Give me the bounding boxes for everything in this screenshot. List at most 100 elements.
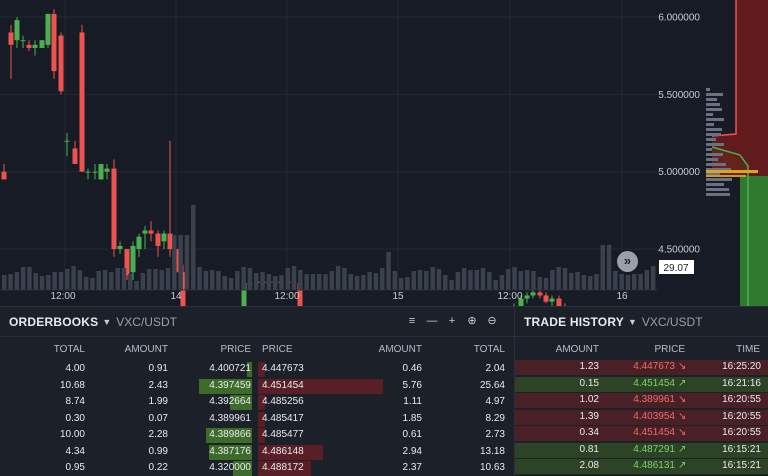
depth-asks-area: [712, 0, 768, 176]
layout-icon[interactable]: ≡: [408, 315, 416, 327]
volume-bar: [625, 275, 631, 290]
candle-body: [14, 20, 20, 41]
volume-bar: [272, 276, 278, 290]
trade-amount: 2.08: [579, 460, 599, 471]
volume-bar: [172, 235, 177, 290]
candle-body: [39, 40, 45, 48]
orderbook-row[interactable]: 8.74 1.99 4.392664 4.485256 1.11 4.97: [0, 395, 514, 410]
candlestick-chart[interactable]: 6.0000005.5000005.0000004.5000004.000000…: [0, 0, 768, 306]
volume-bar: [430, 267, 435, 290]
zoom-out-icon[interactable]: ⊖: [487, 315, 497, 327]
orderbook-row[interactable]: 10.00 2.28 4.389866 4.485477 0.61 2.73: [0, 428, 514, 443]
scroll-to-latest-button[interactable]: »: [617, 251, 638, 272]
volume-bar: [310, 274, 316, 290]
volume-bar: [121, 268, 127, 290]
volume-bar: [594, 274, 599, 290]
price-axis-tick: 5.000000: [658, 167, 700, 178]
time-axis-tick: 12:00: [50, 291, 75, 302]
volume-bar: [499, 275, 505, 290]
volume-bar: [71, 266, 76, 290]
bid-total: 4.00: [65, 363, 85, 374]
volume-profile-bar: [706, 118, 724, 121]
trade-amount: 1.02: [579, 394, 599, 405]
volume-bar: [392, 271, 398, 290]
trade-time: 16:15:21: [722, 460, 761, 471]
ask-price-header: PRICE: [262, 344, 293, 355]
volume-profile-bar: [706, 133, 721, 136]
zoom-in-icon[interactable]: ⊕: [467, 315, 477, 327]
volume-bar: [524, 270, 530, 290]
bid-price: 4.389961: [209, 412, 251, 424]
volume-profile-bar: [706, 178, 732, 181]
orderbook-row[interactable]: 4.34 0.99 4.387176 4.486148 2.94 13.18: [0, 444, 514, 460]
bid-amount: 1.99: [148, 396, 168, 407]
volume-bar: [449, 280, 454, 290]
volume-bar: [587, 276, 593, 290]
volume-bar: [619, 274, 624, 290]
bid-price: 4.400721: [209, 363, 251, 374]
volume-bar: [506, 269, 511, 290]
trade-row[interactable]: 0.34 4.451454 ↘ 16:20:55: [515, 426, 768, 441]
orderbook-pair[interactable]: VXC/USDT: [116, 314, 177, 329]
orderbook-row[interactable]: 0.30 0.07 4.389961 4.485417 1.85 8.29: [0, 411, 514, 427]
trade-history-pair[interactable]: VXC/USDT: [641, 314, 703, 329]
volume-bar: [254, 273, 259, 290]
trade-time-header: TIME: [736, 344, 760, 355]
candle-body: [537, 292, 543, 296]
volume-bar: [96, 271, 101, 290]
ask-price: 4.486148: [262, 445, 304, 457]
volume-bar: [405, 277, 410, 290]
trade-row[interactable]: 1.23 4.447673 ↘ 16:25:20: [515, 360, 768, 375]
bid-price-header: PRICE: [220, 344, 251, 355]
volume-profile-bar: [706, 103, 720, 106]
volume-profile-bar: [706, 88, 710, 91]
orderbook-row[interactable]: 10.68 2.43 4.397459 4.451454 5.76 25.64: [0, 378, 514, 394]
volume-bar: [216, 271, 221, 290]
ask-amount: 2.37: [402, 462, 422, 473]
volume-bar: [197, 267, 202, 290]
bid-depth-bar: [247, 362, 252, 377]
volume-bar: [8, 274, 13, 290]
trade-price: 4.403954: [633, 410, 675, 422]
ask-depth-bar: [258, 411, 265, 427]
volume-bar: [317, 274, 322, 290]
trade-row[interactable]: 0.15 4.451454 ↗ 16:21:16: [515, 376, 768, 392]
volume-bar: [83, 277, 89, 290]
volume-bar: [411, 271, 416, 290]
volume-bar: [493, 280, 498, 290]
trade-price: 4.487291: [633, 443, 675, 455]
chevron-down-icon[interactable]: ▼: [102, 316, 112, 327]
minus-icon[interactable]: —: [426, 315, 438, 327]
volume-bar: [367, 272, 372, 290]
volume-bar: [348, 274, 353, 290]
trade-row[interactable]: 0.81 4.487291 ↗ 16:15:21: [515, 442, 768, 458]
volume-bar: [329, 271, 335, 290]
plus-icon[interactable]: +: [448, 315, 456, 327]
ask-price: 4.488172: [262, 462, 304, 473]
ask-price: 4.485256: [262, 396, 304, 407]
orderbook-row[interactable]: 0.95 0.22 4.320000 4.488172 2.37 10.63: [0, 461, 514, 476]
candle-body: [79, 32, 85, 172]
volume-bar: [417, 270, 423, 290]
candle-body: [524, 295, 530, 299]
orderbook-row[interactable]: 4.00 0.91 4.400721 4.447673 0.46 2.04: [0, 362, 514, 377]
trade-row[interactable]: 2.08 4.486131 ↗ 16:15:21: [515, 459, 768, 474]
last-price-volume-bar: [706, 170, 758, 173]
candle-body: [241, 283, 247, 306]
bid-total: 8.74: [65, 396, 85, 407]
ask-amount: 0.61: [402, 429, 422, 440]
candle-body: [530, 292, 536, 296]
trade-row[interactable]: 1.39 4.403954 ↘ 16:20:55: [515, 409, 768, 425]
candle-body: [98, 163, 104, 180]
bid-depth-bar: [199, 378, 252, 394]
chevron-down-icon[interactable]: ▼: [627, 316, 637, 327]
trade-row[interactable]: 1.02 4.389961 ↘ 16:20:55: [515, 393, 768, 408]
trade-history-panel: TRADE HISTORY ▼ VXC/USDT AMOUNT PRICE TI…: [514, 306, 768, 476]
candle-body: [92, 171, 98, 173]
volume-profile-bar: [706, 128, 722, 131]
volume-bar: [52, 272, 57, 290]
candle-body: [85, 171, 91, 173]
volume-bar: [556, 267, 561, 290]
price-chart[interactable]: 6.0000005.5000005.0000004.5000004.000000…: [0, 0, 768, 306]
volume-bar: [461, 268, 467, 290]
